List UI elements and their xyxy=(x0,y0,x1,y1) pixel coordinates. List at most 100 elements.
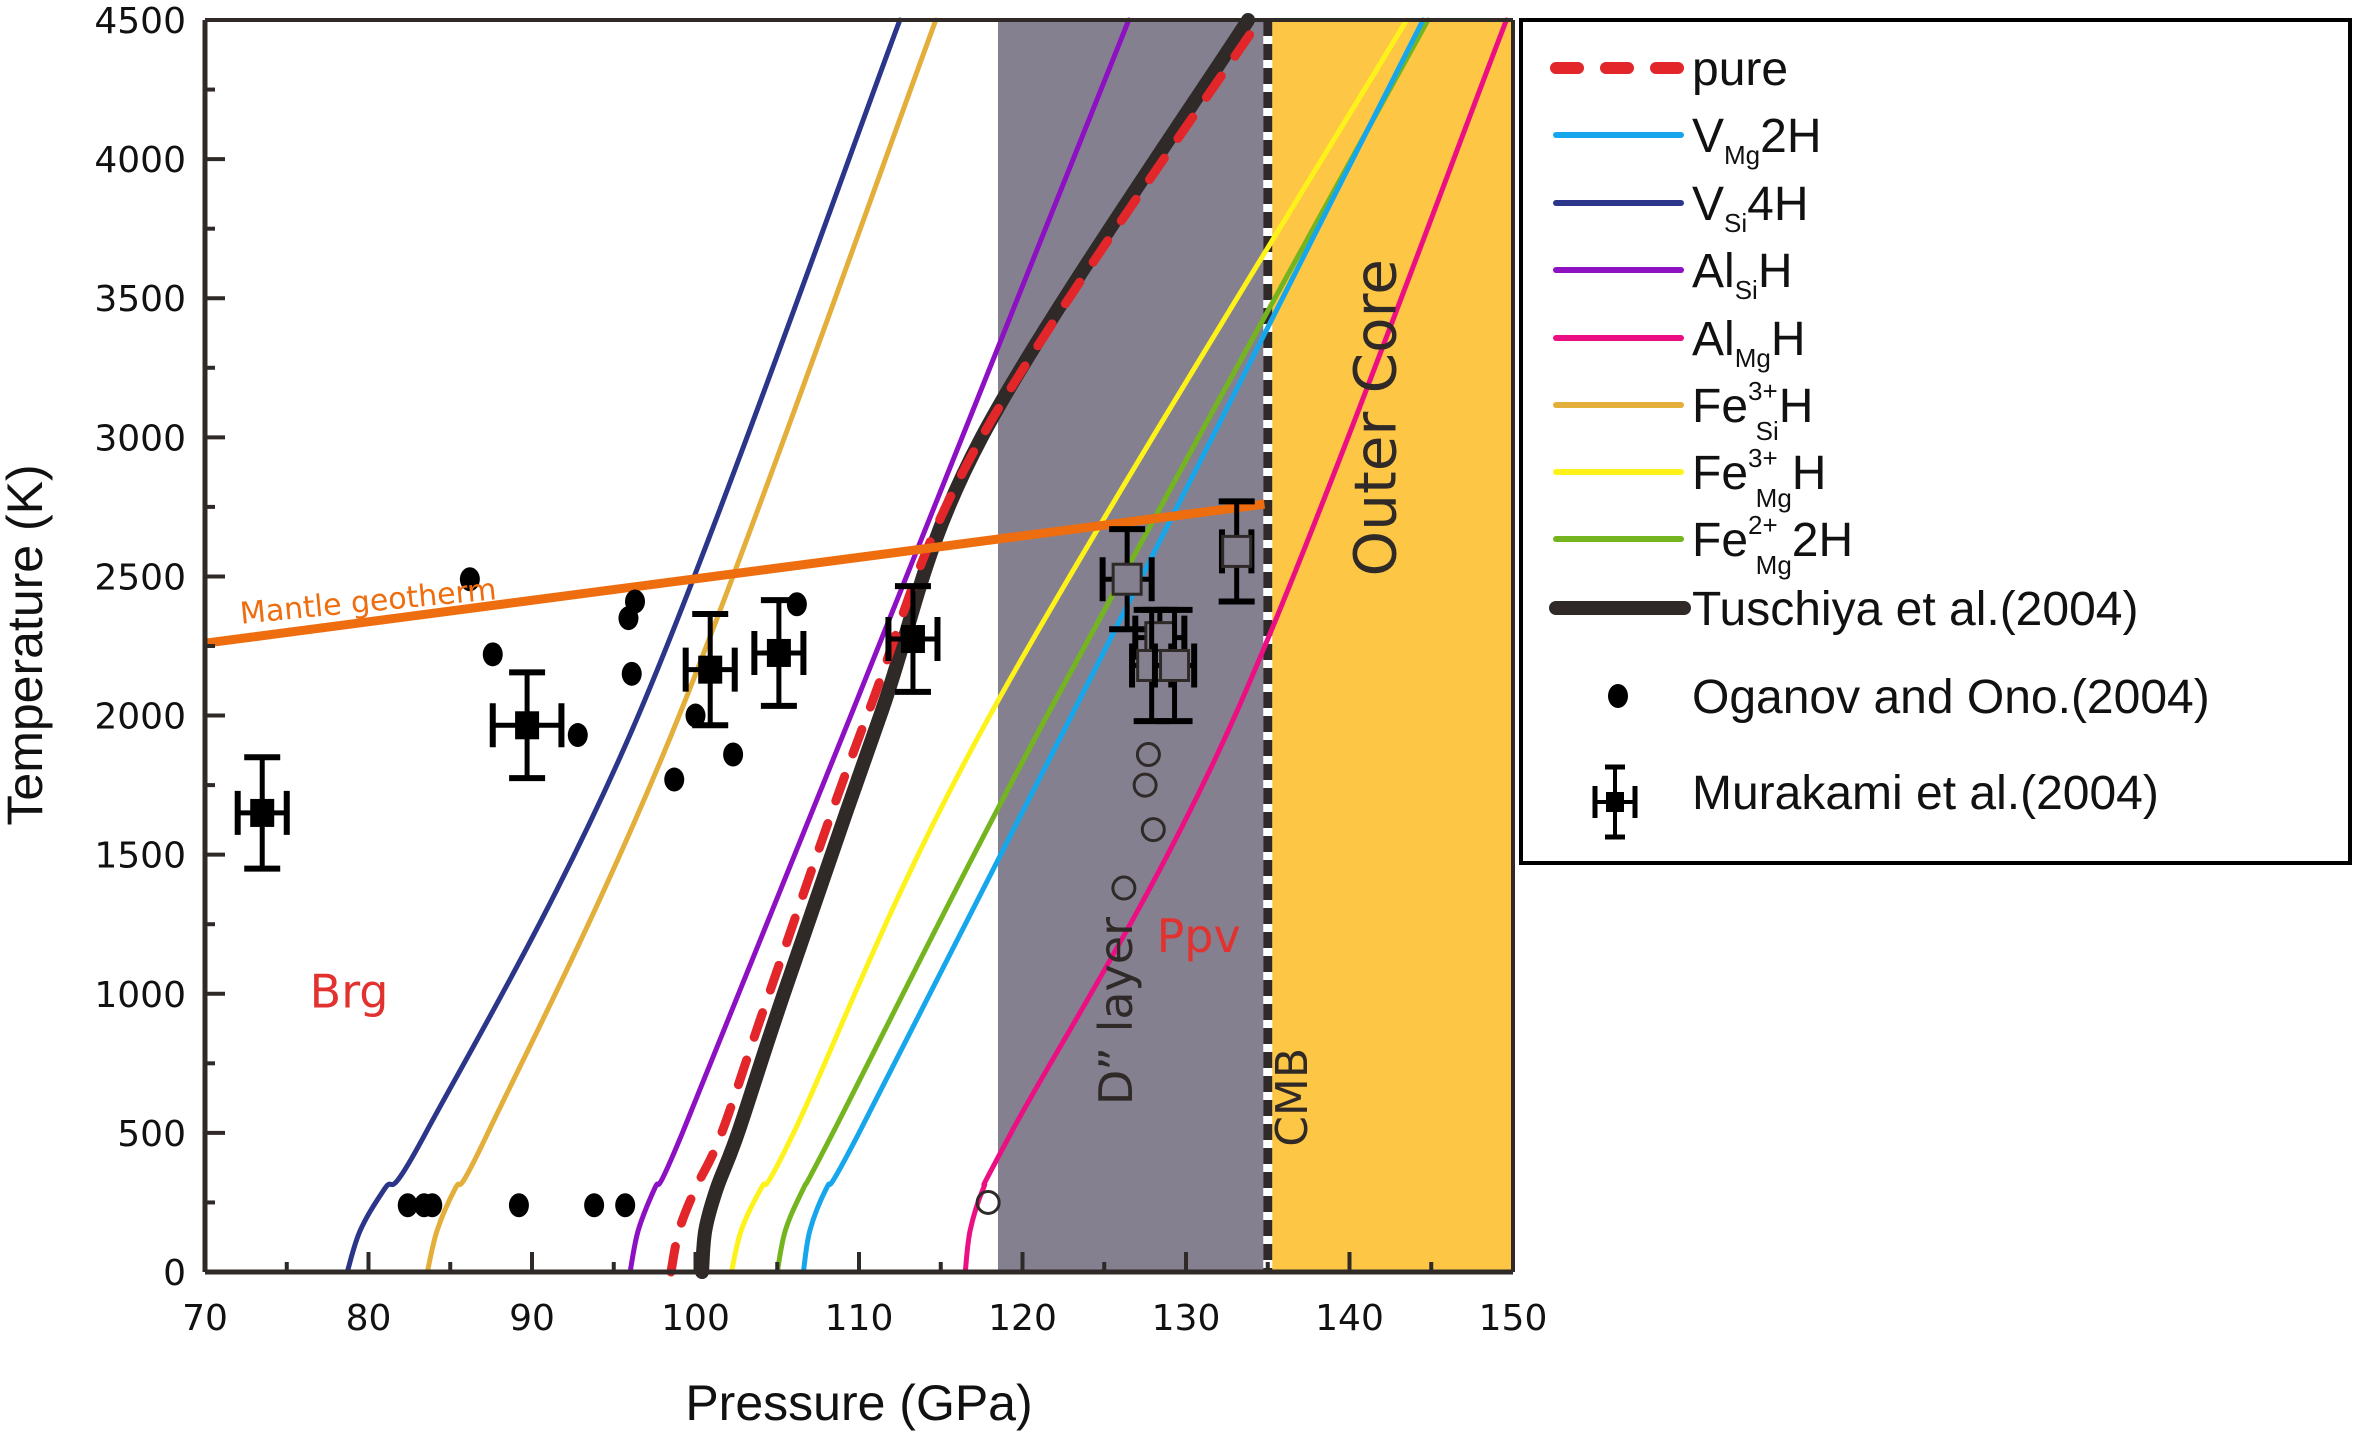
legend-item-fe3mgh: Fe3+ MgH xyxy=(1553,443,1826,513)
curves-layer xyxy=(204,13,1509,1279)
legend-swatch-dot xyxy=(1608,684,1628,708)
legend-item-murakami: Murakami et al.(2004) xyxy=(1592,764,2159,840)
annotation-ppv: Ppv xyxy=(1157,909,1241,963)
oganov-point xyxy=(584,1193,605,1218)
y-tick-label: 0 xyxy=(163,1253,186,1294)
legend-item-vmg2h: VMg2H xyxy=(1553,110,1822,170)
murakami-open-point xyxy=(1099,526,1155,633)
oganov-point xyxy=(508,1193,529,1218)
square-marker-open xyxy=(1221,534,1253,568)
x-tick-label: 90 xyxy=(509,1298,555,1339)
oganov-point xyxy=(459,567,480,592)
oganov-open-point xyxy=(975,1189,1001,1215)
y-tick-label: 500 xyxy=(117,1114,186,1155)
oganov-point xyxy=(615,1193,636,1218)
oganov-point xyxy=(422,1193,443,1218)
y-tick-label: 4500 xyxy=(94,1,186,42)
y-axis-title: Temperature (K) xyxy=(0,464,53,825)
murakami-point xyxy=(489,669,565,782)
oganov-point xyxy=(397,1193,418,1218)
annotation-cmb: CMB xyxy=(1267,1048,1318,1147)
oganov-point xyxy=(625,589,646,614)
y-tick-label: 2000 xyxy=(94,697,186,738)
legend-label-alsih: AlSiH xyxy=(1692,245,1792,305)
oganov-open-point xyxy=(1111,875,1137,901)
legend-label-fe3mgh: Fe3+ MgH xyxy=(1692,443,1826,513)
y-tick-label: 3000 xyxy=(94,418,186,459)
murakami-point xyxy=(234,754,290,872)
legend-label-oganov: Oganov and Ono.(2004) xyxy=(1692,671,2210,724)
oganov-point xyxy=(786,592,807,617)
series-line-vmg2h xyxy=(800,17,1426,1275)
legend-label-fe3sih: Fe3+ SiH xyxy=(1692,376,1813,446)
legend-item-fe3sih: Fe3+ SiH xyxy=(1553,376,1813,446)
series-line-fe3sih xyxy=(424,17,939,1275)
series-line-almgh xyxy=(962,17,1509,1275)
square-marker xyxy=(250,798,275,827)
murakami-point xyxy=(751,597,807,709)
x-tick-label: 110 xyxy=(825,1298,894,1339)
points-layer xyxy=(234,498,1255,1218)
x-tick-label: 120 xyxy=(988,1298,1057,1339)
oganov-open-point xyxy=(1135,742,1161,768)
legend-item-almgh: AlMgH xyxy=(1553,313,1805,373)
square-marker-open xyxy=(1159,648,1191,682)
series-line-alsih xyxy=(627,17,1132,1275)
annotation-outercore: Outer Core xyxy=(1341,259,1409,576)
oganov-point xyxy=(621,661,642,686)
axes-layer: 70 80 90 100 110 120 130 140 1500500100015002000… xyxy=(94,1,1547,1339)
series-line-fe2mg2h xyxy=(774,17,1431,1275)
series-line-vsi4h xyxy=(344,17,903,1275)
x-tick-label: 130 xyxy=(1152,1298,1221,1339)
y-tick-label: 2500 xyxy=(94,557,186,598)
oganov-point xyxy=(567,723,588,748)
x-axis-title: Pressure (GPa) xyxy=(685,1375,1032,1431)
legend-label-fe2mg2h: Fe2+ Mg2H xyxy=(1692,510,1853,580)
murakami-point xyxy=(682,611,738,729)
annotation-brg: Brg xyxy=(310,965,389,1019)
x-tick-label: 140 xyxy=(1315,1298,1384,1339)
legend-label-pure: pure xyxy=(1692,43,1788,96)
murakami-open-point xyxy=(1218,498,1255,605)
x-tick-label: 100 xyxy=(661,1298,730,1339)
legend-item-alsih: AlSiH xyxy=(1553,245,1792,305)
y-tick-label: 1500 xyxy=(94,836,186,877)
x-tick-label: 80 xyxy=(346,1298,392,1339)
legend-item-vsi4h: VSi4H xyxy=(1553,178,1809,238)
oganov-point xyxy=(723,742,744,767)
oganov-point xyxy=(685,703,706,728)
oganov-open-point xyxy=(1140,817,1166,843)
square-marker-open xyxy=(1111,562,1143,596)
legend-label-almgh: AlMgH xyxy=(1692,313,1805,373)
y-tick-label: 3500 xyxy=(94,279,186,320)
legend-label-vsi4h: VSi4H xyxy=(1692,178,1809,238)
legend-label-tuschiya: Tuschiya et al.(2004) xyxy=(1692,583,2138,636)
square-marker xyxy=(515,711,540,740)
oganov-point xyxy=(664,767,685,792)
legend-swatch-square xyxy=(1606,792,1624,812)
murakami-point xyxy=(885,583,941,695)
legend-label-vmg2h: VMg2H xyxy=(1692,110,1822,170)
legend-item-tuschiya: Tuschiya et al.(2004) xyxy=(1549,583,2138,636)
legend-item-oganov: Oganov and Ono.(2004) xyxy=(1608,671,2210,724)
annotation-dlayer: D” layer xyxy=(1089,917,1143,1105)
legend-item-fe2mg2h: Fe2+ Mg2H xyxy=(1553,510,1853,580)
legend-box xyxy=(1519,18,2352,865)
oganov-open-point xyxy=(1132,772,1158,798)
x-tick-label: 70 xyxy=(182,1298,228,1339)
series-line-pure xyxy=(666,15,1265,1277)
series-line-fe3mgh xyxy=(728,17,1410,1275)
murakami-open-point xyxy=(1151,606,1198,725)
square-marker xyxy=(698,655,723,684)
x-tick-label: 150 xyxy=(1479,1298,1548,1339)
y-tick-label: 1000 xyxy=(94,975,186,1016)
legend-label-murakami: Murakami et al.(2004) xyxy=(1692,767,2159,820)
square-marker xyxy=(900,625,925,654)
legend-item-pure: pure xyxy=(1550,43,1788,96)
y-tick-label: 4000 xyxy=(94,140,186,181)
oganov-point xyxy=(482,642,503,667)
mantle-geotherm-line xyxy=(204,499,1266,648)
square-marker xyxy=(766,638,791,667)
